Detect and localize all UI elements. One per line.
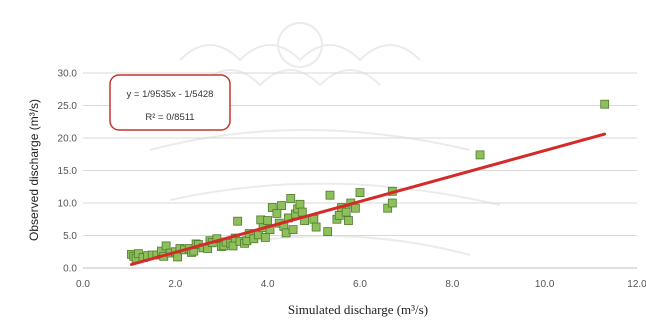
x-tick-label: 0.0 (76, 279, 90, 290)
r-squared-label: R² = 0/8511 (145, 112, 194, 123)
x-axis-ticks: 0.0 2.0 4.0 6.0 8.0 10.0 12.0 (76, 279, 646, 290)
y-axis-ticks: 0.0 5.0 10.0 15.0 20.0 25.0 30.0 (58, 69, 78, 275)
data-point (311, 222, 321, 232)
y-tick-label: 10.0 (58, 199, 78, 210)
y-tick-label: 30.0 (58, 69, 78, 80)
x-axis-title: Simulated discharge (m³/s) (288, 302, 428, 317)
trendline (129, 132, 607, 266)
data-point (344, 216, 353, 225)
x-tick-label: 4.0 (261, 279, 275, 290)
data-point (267, 203, 277, 212)
gridlines (83, 72, 637, 236)
equation-box (109, 74, 231, 131)
data-point (350, 203, 360, 213)
y-tick-label: 20.0 (58, 134, 78, 145)
y-tick-label: 25.0 (58, 101, 78, 112)
x-tick-label: 8.0 (445, 279, 459, 290)
y-tick-label: 0.0 (63, 264, 77, 275)
y-tick-label: 15.0 (58, 166, 78, 177)
data-point (295, 199, 305, 209)
data-point (263, 216, 273, 225)
x-tick-label: 12.0 (627, 279, 646, 290)
data-point (260, 233, 270, 242)
y-tick-label: 5.0 (63, 231, 77, 242)
data-point (288, 225, 298, 235)
data-point (341, 207, 351, 217)
x-tick-label: 6.0 (353, 279, 367, 290)
data-point (383, 203, 393, 213)
data-point (233, 216, 243, 226)
data-point (355, 188, 365, 198)
data-point (475, 150, 485, 160)
data-point (600, 99, 610, 109)
data-point (286, 194, 296, 203)
data-point (387, 198, 397, 208)
data-point (277, 201, 286, 211)
y-axis-title: Observed discharge (m³/s) (27, 99, 41, 241)
data-point (325, 190, 335, 200)
x-tick-label: 2.0 (168, 279, 182, 290)
data-point (161, 241, 171, 251)
data-point (323, 227, 333, 237)
regression-equation: y = 1/9535x - 1/5428 (127, 89, 214, 100)
x-tick-label: 10.0 (535, 279, 555, 290)
data-point (272, 208, 282, 218)
data-point (297, 207, 307, 217)
